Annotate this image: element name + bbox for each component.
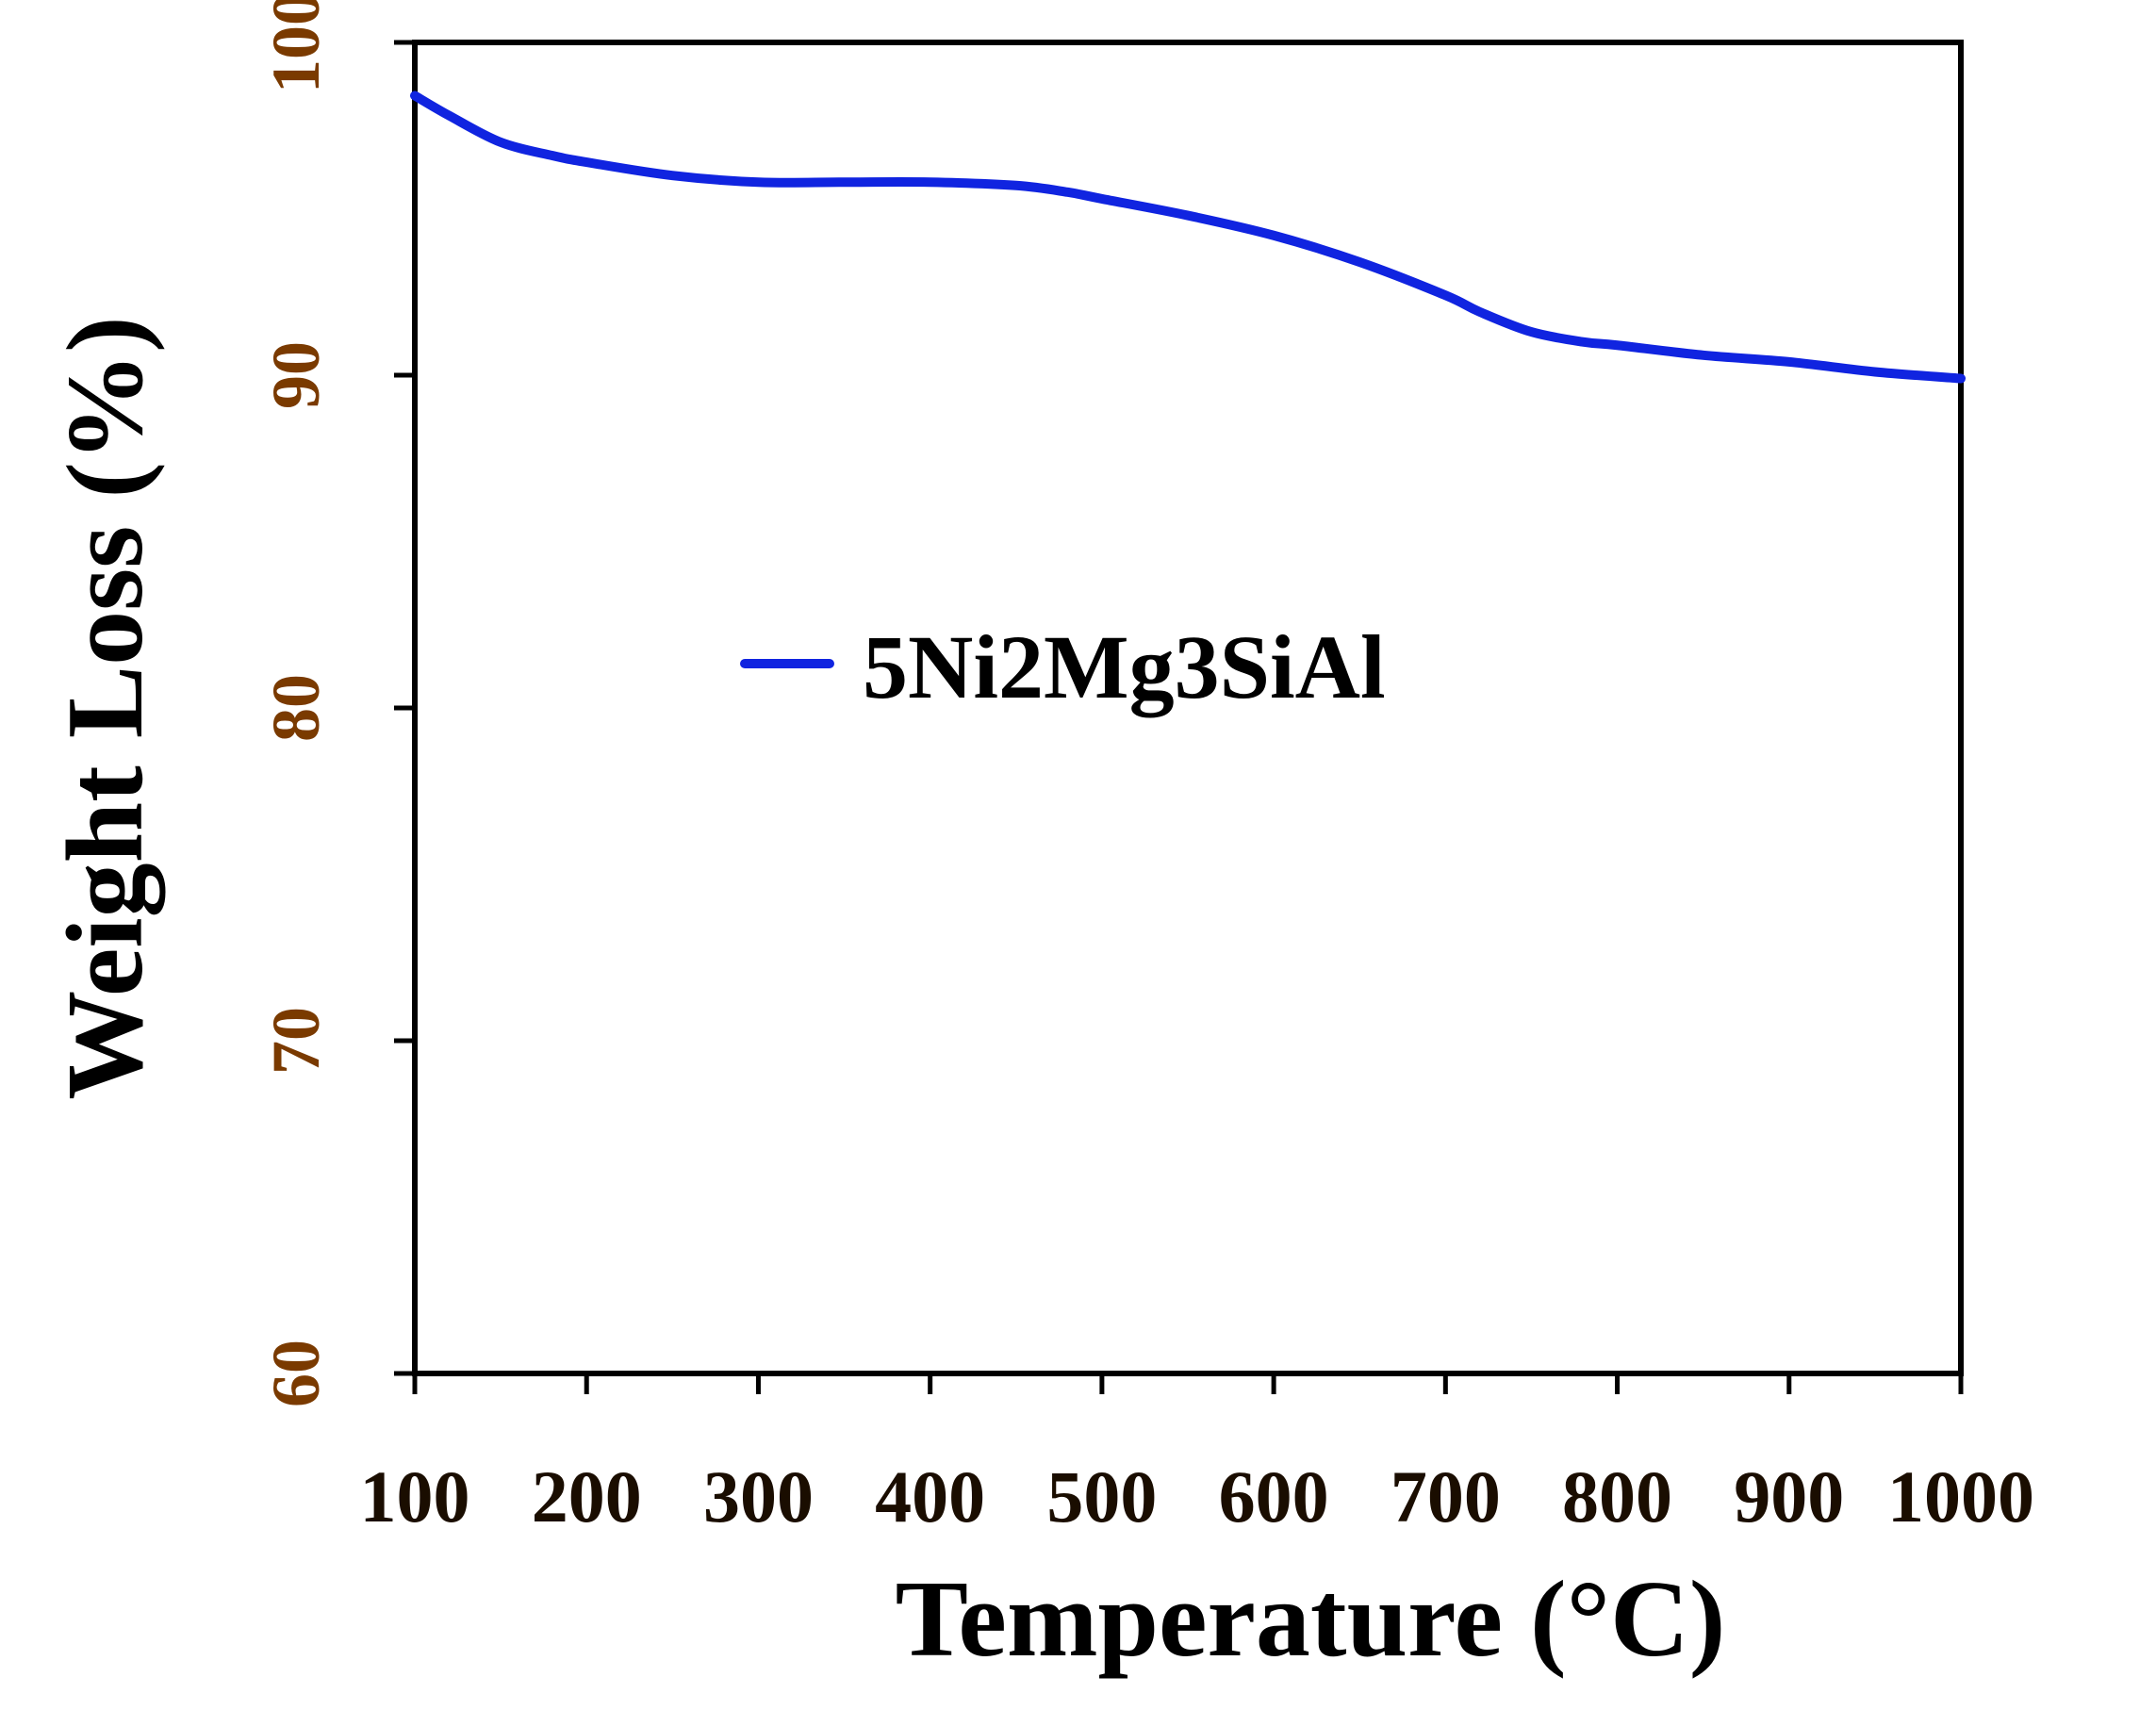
x-tick-label-400: 400 [875, 1455, 985, 1537]
x-tick-label-500: 500 [1046, 1455, 1157, 1537]
y-tick-label-90: 90 [258, 341, 334, 409]
x-tick-label-1000: 1000 [1887, 1455, 2034, 1537]
x-axis-ticks [412, 1373, 1964, 1394]
y-tick-label-80: 80 [258, 674, 334, 742]
x-tick-label-700: 700 [1391, 1455, 1501, 1537]
x-tick-label-600: 600 [1219, 1455, 1329, 1537]
y-tick-label-70: 70 [258, 1007, 334, 1075]
y-axis-title: Weight Loss (%) [45, 316, 166, 1099]
series-layer [410, 90, 1966, 384]
x-axis-tick-labels: 100 200 300 400 500 600 700 800 900 1000 [360, 1455, 2035, 1537]
x-axis-title: Temperature (°C) [896, 1559, 1726, 1680]
x-tick-label-800: 800 [1562, 1455, 1672, 1537]
x-tick-label-900: 900 [1734, 1455, 1844, 1537]
x-tick-label-100: 100 [360, 1455, 470, 1537]
series-line-5ni2mg3sial [410, 90, 1966, 384]
legend: 5Ni2Mg3SiAl [740, 617, 1386, 717]
y-axis-tick-labels: 60 70 80 90 100 [258, 0, 334, 1407]
y-axis-ticks [394, 40, 415, 1376]
x-tick-label-200: 200 [532, 1455, 642, 1537]
y-tick-label-60: 60 [258, 1340, 334, 1407]
x-tick-label-300: 300 [703, 1455, 814, 1537]
legend-label-5ni2mg3sial: 5Ni2Mg3SiAl [863, 617, 1386, 717]
y-tick-label-100: 100 [258, 0, 334, 93]
